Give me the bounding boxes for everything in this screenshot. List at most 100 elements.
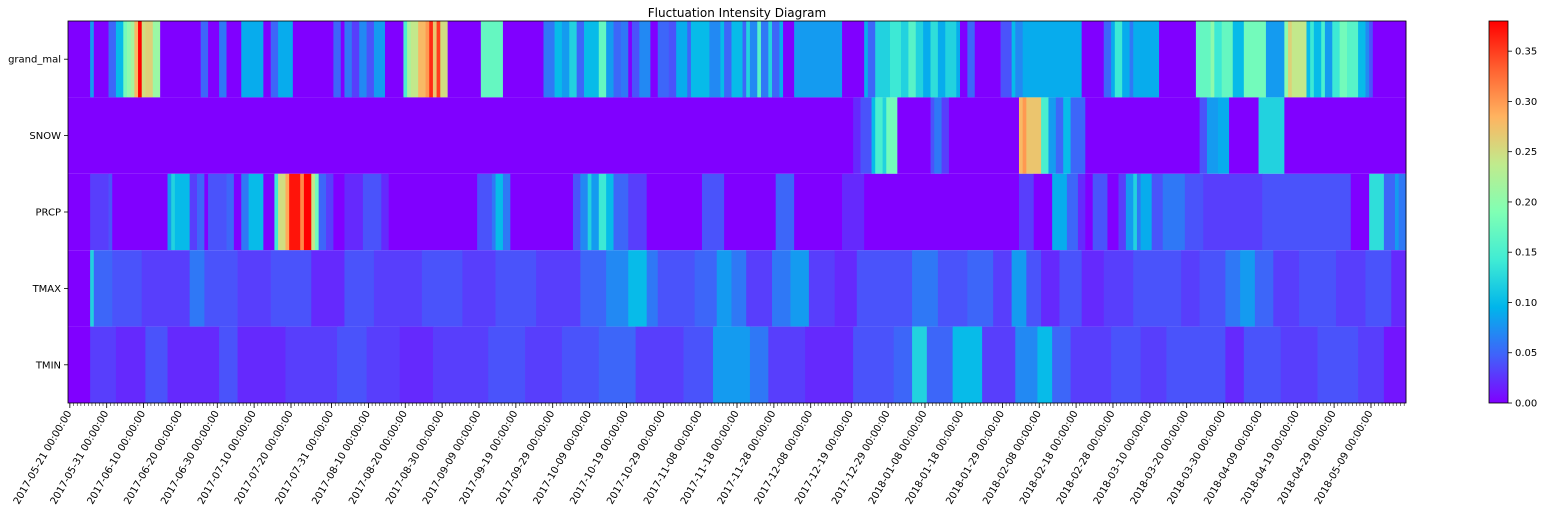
heatmap-cell: [536, 250, 581, 327]
heatmap-cell: [1199, 97, 1208, 174]
heatmap-cell: [1335, 250, 1366, 327]
heatmap-cell: [864, 173, 1020, 251]
heatmap-cell: [941, 97, 950, 174]
heatmap-cell: [1077, 173, 1086, 251]
heatmap-cell: [1081, 21, 1105, 98]
heatmap-cell: [115, 326, 146, 403]
heatmap-cell: [657, 21, 670, 98]
heatmap-cell: [606, 21, 614, 98]
heatmap-cell: [333, 21, 342, 98]
heatmap-cell: [126, 21, 132, 98]
heatmap-cell: [115, 21, 124, 98]
heatmap-cell: [1081, 250, 1105, 327]
heatmap-cell: [580, 250, 607, 327]
heatmap-cell: [613, 173, 629, 251]
heatmap-cell: [871, 97, 876, 174]
heatmap-cell: [314, 173, 320, 251]
colorbar-tick-label: 0.35: [1515, 47, 1537, 58]
heatmap-cell: [646, 173, 703, 251]
heatmap-cell: [1195, 21, 1212, 98]
heatmap-cell: [908, 21, 917, 98]
heatmap-cell: [853, 326, 895, 403]
heatmap-cell: [631, 21, 640, 98]
heatmap-cell: [580, 173, 589, 251]
heatmap-cell: [1066, 173, 1079, 251]
heatmap-cell: [1048, 97, 1057, 174]
heatmap-cell: [1310, 21, 1315, 98]
heatmap-cell: [462, 250, 496, 327]
heatmap-cell: [1206, 97, 1219, 174]
heatmap-cell: [208, 173, 227, 251]
heatmap-cell: [1232, 21, 1245, 98]
heatmap-cell: [1181, 250, 1200, 327]
heatmap-cell: [1118, 173, 1127, 251]
heatmap-cell: [1151, 173, 1164, 251]
heatmap-cell: [1243, 21, 1267, 98]
heatmap-cell: [241, 173, 250, 251]
heatmap-cell: [208, 21, 220, 98]
heatmap-cell: [1243, 326, 1282, 403]
colorbar-tick-label: 0.15: [1515, 248, 1537, 259]
heatmap-cell: [1398, 173, 1407, 251]
heatmap-cell: [285, 326, 338, 403]
y-tick-label: TMAX: [32, 284, 62, 295]
heatmap-cell: [860, 97, 872, 174]
heatmap-cell: [724, 173, 777, 251]
heatmap-cell: [716, 250, 732, 327]
heatmap-cell: [429, 21, 434, 98]
heatmap-cell: [410, 21, 419, 98]
heatmap-cell: [93, 250, 113, 327]
heatmap-cell: [108, 173, 113, 251]
heatmap-cell: [525, 326, 563, 403]
heatmap-cell: [1339, 21, 1348, 98]
heatmap-cell: [495, 173, 504, 251]
heatmap-cell: [1111, 21, 1116, 98]
heatmap-cell: [934, 97, 942, 174]
heatmap-cell: [167, 326, 220, 403]
heatmap-cell: [204, 173, 209, 251]
heatmap-cell: [278, 173, 286, 251]
heatmap-cell: [1070, 326, 1112, 403]
heatmap-cell: [436, 21, 441, 98]
heatmap-cell: [1358, 21, 1366, 98]
heatmap-cell: [974, 21, 1001, 98]
heatmap-cell: [248, 173, 264, 251]
heatmap-cell: [1291, 21, 1307, 98]
heatmap-cell: [628, 21, 633, 98]
heatmap-cell: [1052, 173, 1068, 251]
heatmap-cell: [768, 326, 806, 403]
heatmap-cell: [856, 250, 913, 327]
heatmap-cell: [1262, 173, 1352, 251]
heatmap-cell: [189, 250, 205, 327]
heatmap-cell: [270, 250, 312, 327]
heatmap-cell: [93, 21, 109, 98]
heatmap-cell: [344, 21, 353, 98]
heatmap-cell: [1037, 326, 1053, 403]
heatmap-cell: [373, 21, 386, 98]
heatmap-cell: [226, 173, 235, 251]
heatmap-cell: [90, 21, 95, 98]
heatmap-cell: [628, 173, 648, 251]
colorbar-tick-label: 0.05: [1515, 348, 1537, 359]
heatmap-cell: [1103, 250, 1134, 327]
heatmap-cell: [134, 21, 139, 98]
heatmap-cell: [399, 326, 434, 403]
heatmap-cell: [694, 250, 718, 327]
heatmap-cell: [432, 21, 437, 98]
heatmap-cell: [152, 21, 161, 98]
heatmap-cell: [1125, 173, 1134, 251]
heatmap-cell: [842, 173, 865, 251]
heatmap-cell: [1041, 250, 1060, 327]
heatmap-cell: [543, 21, 555, 98]
heatmap-cell: [189, 173, 198, 251]
heatmap-cell: [930, 97, 935, 174]
heatmap-cell: [145, 21, 154, 98]
heatmap-cell: [606, 250, 629, 327]
y-tick-label: grand_mal: [8, 55, 61, 66]
heatmap-cell: [1284, 97, 1407, 174]
heatmap-cell: [842, 21, 865, 98]
heatmap-cell: [1358, 326, 1385, 403]
heatmap-cell: [1221, 21, 1234, 98]
heatmap-cell: [731, 250, 747, 327]
heatmap-cell: [1133, 173, 1138, 251]
